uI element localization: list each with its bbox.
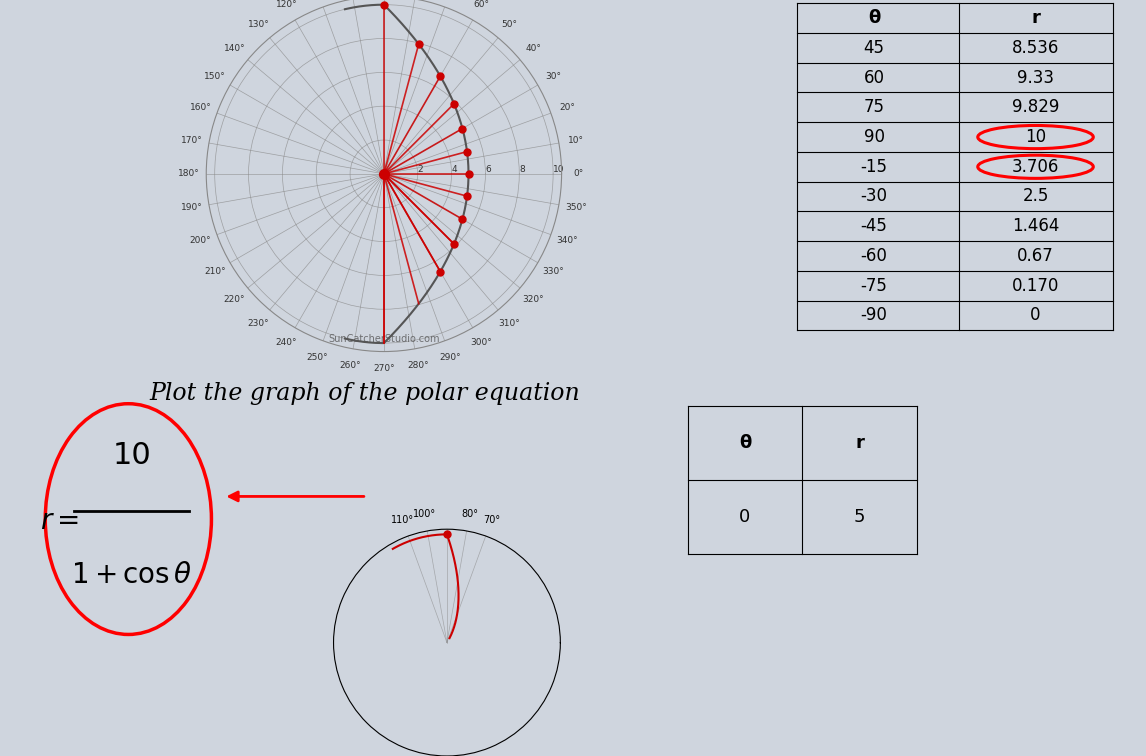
Text: 3.706: 3.706 [1012,158,1059,176]
Text: -30: -30 [861,187,888,206]
Text: -15: -15 [861,158,888,176]
Text: 0: 0 [1030,306,1041,324]
Text: -90: -90 [861,306,888,324]
Text: 2.5: 2.5 [1022,187,1049,206]
Text: $1+\cos\theta$: $1+\cos\theta$ [71,561,193,589]
Text: 9.33: 9.33 [1017,69,1054,87]
Text: -75: -75 [861,277,888,295]
Text: 0.67: 0.67 [1018,247,1054,265]
Text: θ: θ [868,9,880,27]
Text: 0.170: 0.170 [1012,277,1059,295]
Text: 1.464: 1.464 [1012,217,1059,235]
Text: 60: 60 [864,69,885,87]
Text: 10: 10 [1025,128,1046,146]
Text: 8.536: 8.536 [1012,39,1059,57]
Text: 10: 10 [112,441,151,469]
Text: -60: -60 [861,247,888,265]
Text: SunCatcherStudio.com: SunCatcherStudio.com [328,334,440,345]
Text: 45: 45 [864,39,885,57]
Text: r: r [855,434,864,452]
Text: 5: 5 [854,508,865,526]
Text: θ: θ [739,434,751,452]
Text: 90: 90 [864,128,885,146]
Text: r: r [1031,9,1039,27]
Text: $r=$: $r=$ [40,507,79,535]
Text: Plot the graph of the polar equation: Plot the graph of the polar equation [149,382,580,405]
Text: 75: 75 [864,98,885,116]
Text: 9.829: 9.829 [1012,98,1059,116]
Text: 0: 0 [739,508,751,526]
Text: -45: -45 [861,217,888,235]
